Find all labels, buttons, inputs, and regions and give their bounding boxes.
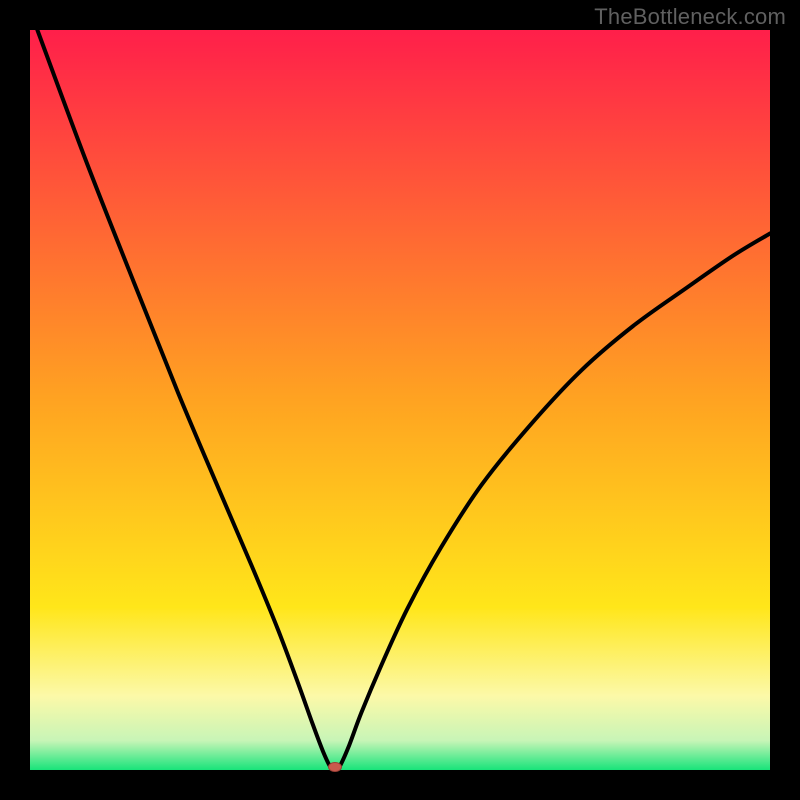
chart-frame: TheBottleneck.com — [0, 0, 800, 800]
bottleneck-curve — [37, 30, 770, 770]
curve-svg — [30, 30, 770, 770]
minimum-marker — [328, 762, 342, 772]
plot-area — [30, 30, 770, 770]
watermark-text: TheBottleneck.com — [594, 4, 786, 30]
